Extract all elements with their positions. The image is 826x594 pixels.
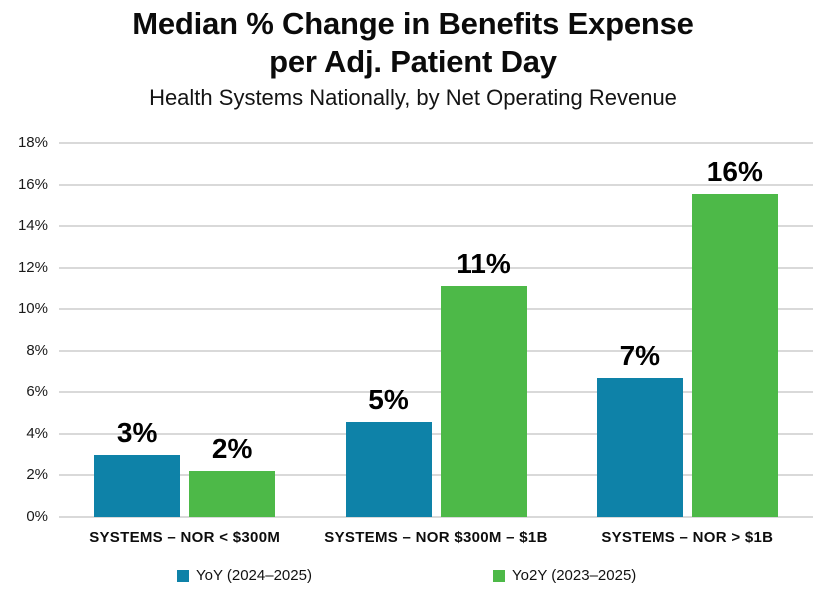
chart-title-line-1: Median % Change in Benefits Expense <box>132 6 694 41</box>
y-axis-tick-label: 18% <box>17 134 48 151</box>
y-axis-tick-label: 4% <box>26 424 48 442</box>
x-category-label-systems-nor-300m-1b: SYSTEMS – NOR $300M – $1B <box>324 529 548 546</box>
gridline-10pct <box>59 308 813 311</box>
y-axis-tick-label: 16% <box>17 175 48 193</box>
bar-value-label-yo2y-group-1: 2% <box>211 433 253 465</box>
gridline-14pct <box>59 225 813 228</box>
x-axis: SYSTEMS – NOR < $300M SYSTEMS – NOR $300… <box>59 528 813 548</box>
legend-label-yoy: YoY (2024–2025) <box>196 567 312 584</box>
legend-swatch-yoy-icon <box>177 570 189 582</box>
chart-header: Median % Change in Benefits Expense per … <box>0 5 826 111</box>
plot-area: 3% 2% 5% 11% 7% 16% <box>59 142 813 518</box>
bar-yo2y-group-3 <box>691 193 778 517</box>
gridline-16pct <box>59 183 813 186</box>
y-axis-tick-label: 12% <box>17 258 48 276</box>
y-axis-tick-label: 0% <box>26 508 48 525</box>
legend-swatch-yo2y-icon <box>493 570 505 582</box>
bar-value-label-yoy-group-2: 5% <box>368 384 409 416</box>
x-category-label-systems-nor-lt-300m: SYSTEMS – NOR < $300M <box>89 529 281 546</box>
bar-value-label-yoy-group-3: 7% <box>619 339 661 371</box>
x-category-label-systems-nor-gt-1b: SYSTEMS – NOR > $1B <box>601 529 774 546</box>
gridline-4pct <box>59 432 813 435</box>
y-axis-tick-label: 10% <box>17 300 48 318</box>
legend-item-yoy: YoY (2024–2025) <box>177 566 312 586</box>
y-axis: 0% 2% 4% 6% 8% 10% 12% 14% 16% 18% <box>0 134 48 525</box>
bar-yoy-group-2 <box>345 422 432 517</box>
chart-title-line-2: per Adj. Patient Day <box>269 44 557 79</box>
y-axis-tick-label: 6% <box>26 383 48 401</box>
legend-item-yo2y: Yo2Y (2023–2025) <box>493 566 636 586</box>
legend-label-yo2y: Yo2Y (2023–2025) <box>512 567 637 584</box>
y-axis-tick-label: 2% <box>26 466 48 484</box>
bar-value-label-yo2y-group-2: 11% <box>456 248 511 280</box>
gridline-2pct <box>59 474 813 477</box>
chart-subtitle: Health Systems Nationally, by Net Operat… <box>149 85 677 110</box>
bar-yoy-group-1 <box>94 454 181 517</box>
y-axis-tick-label: 14% <box>17 217 48 235</box>
gridline-6pct <box>59 391 813 394</box>
bar-value-label-yoy-group-1: 3% <box>116 416 158 448</box>
bar-value-label-yo2y-group-3: 16% <box>706 155 763 187</box>
y-axis-tick-label: 8% <box>26 341 48 359</box>
gridline-18pct <box>59 142 813 144</box>
gridline-8pct <box>59 349 813 352</box>
bar-yoy-group-3 <box>596 377 683 517</box>
bar-yo2y-group-2 <box>440 286 527 517</box>
gridline-12pct <box>59 266 813 269</box>
bar-yo2y-group-1 <box>189 471 276 517</box>
gridline-0pct <box>59 516 813 518</box>
legend: YoY (2024–2025) Yo2Y (2023–2025) <box>0 566 826 588</box>
